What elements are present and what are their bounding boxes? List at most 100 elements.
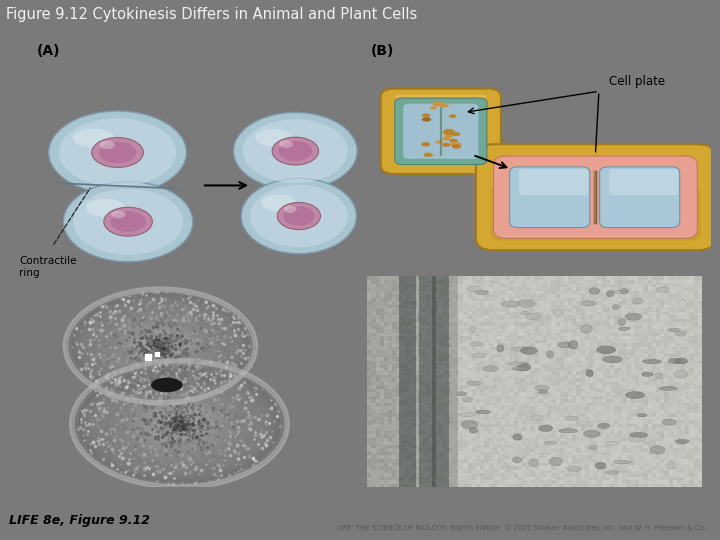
Bar <box>518 424 522 428</box>
Bar <box>397 372 400 375</box>
Bar <box>451 452 455 456</box>
Bar <box>669 434 672 438</box>
Bar <box>647 448 652 452</box>
Bar <box>652 403 656 407</box>
Bar <box>526 312 531 315</box>
Bar <box>635 378 639 382</box>
Bar <box>513 276 518 280</box>
Bar <box>480 462 485 466</box>
Bar <box>690 448 693 452</box>
Bar <box>610 294 614 298</box>
Bar <box>485 410 489 414</box>
Bar <box>602 442 606 445</box>
Bar <box>400 452 405 456</box>
Bar <box>388 291 392 294</box>
Bar <box>610 382 614 386</box>
Bar <box>388 434 392 438</box>
Bar <box>580 431 585 434</box>
Bar <box>501 459 505 462</box>
Ellipse shape <box>675 358 688 364</box>
Bar <box>677 382 681 386</box>
Bar <box>476 276 480 280</box>
Bar <box>556 477 559 480</box>
Bar <box>644 343 647 347</box>
Bar <box>623 287 626 291</box>
Bar <box>572 294 577 298</box>
Bar <box>534 428 539 431</box>
Bar <box>446 280 451 284</box>
Bar <box>631 361 635 365</box>
Bar <box>552 445 556 448</box>
Bar <box>568 392 572 396</box>
Bar <box>518 294 522 298</box>
Ellipse shape <box>432 101 444 106</box>
Bar <box>652 372 656 375</box>
Bar <box>372 389 376 392</box>
Bar <box>547 438 552 442</box>
Bar <box>602 484 606 487</box>
Bar <box>405 480 409 484</box>
Bar <box>623 364 626 368</box>
Bar <box>426 403 430 407</box>
Bar <box>534 276 539 280</box>
Bar <box>660 466 665 469</box>
Bar <box>455 354 459 357</box>
Ellipse shape <box>107 382 251 466</box>
Bar <box>552 410 556 414</box>
Bar <box>430 350 434 354</box>
Bar <box>685 287 690 291</box>
Bar <box>656 350 660 354</box>
Bar <box>572 280 577 284</box>
Bar <box>443 448 446 452</box>
Bar <box>426 315 430 319</box>
Bar <box>534 434 539 438</box>
Bar <box>485 392 489 396</box>
Bar <box>489 343 492 347</box>
Bar <box>639 284 644 287</box>
Bar <box>672 396 677 400</box>
Bar <box>534 420 539 424</box>
Bar <box>476 462 480 466</box>
Bar <box>497 414 501 417</box>
Bar <box>372 438 376 442</box>
Bar <box>413 484 418 487</box>
Bar <box>422 287 426 291</box>
Ellipse shape <box>114 319 207 374</box>
Bar <box>489 414 492 417</box>
Bar <box>559 298 564 301</box>
Bar <box>372 414 376 417</box>
Bar <box>690 442 693 445</box>
Bar <box>669 364 672 368</box>
Bar <box>635 336 639 340</box>
Bar <box>451 459 455 462</box>
Bar <box>580 329 585 333</box>
Bar <box>564 434 568 438</box>
Bar <box>589 407 593 410</box>
Bar <box>681 431 685 434</box>
Bar <box>392 414 397 417</box>
Bar <box>618 386 623 389</box>
Bar <box>400 469 405 473</box>
Bar <box>585 340 589 343</box>
Bar <box>639 305 644 308</box>
Bar <box>505 410 510 414</box>
Bar <box>677 312 681 315</box>
Bar <box>639 473 644 476</box>
Bar <box>405 455 409 459</box>
Bar <box>698 410 702 414</box>
Bar <box>451 301 455 305</box>
Bar <box>379 469 384 473</box>
Bar <box>430 305 434 308</box>
Bar <box>397 364 400 368</box>
Bar <box>559 291 564 294</box>
Bar <box>693 291 698 294</box>
Bar <box>367 357 372 361</box>
Bar <box>397 333 400 336</box>
Bar <box>468 287 472 291</box>
Bar <box>543 375 547 378</box>
Bar <box>644 354 647 357</box>
Bar <box>430 417 434 420</box>
Bar <box>505 298 510 301</box>
Bar <box>534 431 539 434</box>
Bar <box>635 301 639 305</box>
